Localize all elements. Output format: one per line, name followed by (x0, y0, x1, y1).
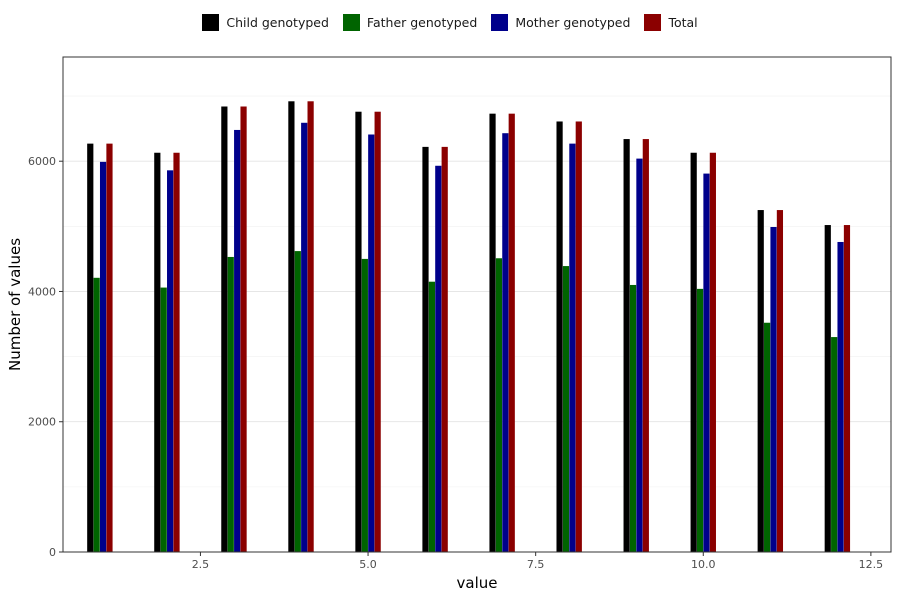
bar-father-genotyped-3 (227, 256, 234, 552)
bar-total-5 (374, 111, 381, 553)
y-tick-label: 0 (49, 546, 56, 559)
legend-swatch-father (342, 14, 360, 31)
bar-child-genotyped-7 (489, 113, 496, 552)
x-tick-label: 10.0 (691, 558, 716, 571)
bar-child-genotyped-3 (221, 106, 228, 552)
bar-father-genotyped-7 (495, 258, 503, 552)
bar-child-genotyped-9 (623, 139, 630, 552)
bar-child-genotyped-12 (824, 225, 831, 552)
bar-child-genotyped-1 (87, 143, 94, 552)
bar-father-genotyped-11 (764, 322, 771, 552)
legend-swatch-mother (491, 14, 509, 31)
bar-total-3 (240, 106, 247, 552)
bar-mother-genotyped-7 (502, 133, 509, 552)
bar-child-genotyped-10 (690, 152, 697, 553)
bar-total-6 (441, 146, 448, 552)
legend-item-child: Child genotyped (202, 14, 329, 31)
bar-father-genotyped-9 (629, 284, 637, 552)
bar-mother-genotyped-11 (770, 226, 777, 553)
bar-mother-genotyped-4 (301, 122, 308, 552)
legend-label-total: Total (668, 15, 698, 30)
legend-item-mother: Mother genotyped (491, 14, 630, 31)
bar-total-11 (776, 210, 784, 552)
bar-total-2 (173, 152, 180, 553)
legend-swatch-child (202, 14, 220, 31)
y-tick-label: 6000 (28, 155, 56, 168)
legend-label-father: Father genotyped (366, 15, 478, 30)
legend-label-mother: Mother genotyped (515, 15, 631, 30)
bar-total-12 (843, 225, 851, 552)
bar-total-9 (642, 139, 649, 552)
panel-background (63, 57, 891, 552)
bar-total-8 (575, 121, 582, 553)
bar-total-1 (106, 143, 113, 552)
bar-mother-genotyped-12 (837, 241, 844, 552)
bar-child-genotyped-2 (154, 152, 161, 553)
legend-label-child: Child genotyped (226, 15, 329, 30)
bar-total-7 (508, 113, 515, 552)
y-tick-label: 2000 (28, 416, 56, 429)
y-tick-label: 4000 (28, 285, 56, 298)
bar-father-genotyped-1 (93, 277, 100, 552)
bar-mother-genotyped-2 (167, 170, 174, 552)
bar-mother-genotyped-1 (99, 161, 107, 552)
x-tick-label: 5.0 (359, 558, 377, 571)
bar-child-genotyped-11 (757, 210, 764, 552)
y-axis-title: Number of values (6, 238, 24, 371)
x-tick-label: 12.5 (859, 558, 884, 571)
bar-father-genotyped-12 (831, 337, 838, 552)
bar-mother-genotyped-5 (368, 134, 375, 552)
x-tick-label: 7.5 (527, 558, 545, 571)
bar-father-genotyped-4 (294, 251, 301, 552)
bar-total-4 (307, 101, 314, 552)
legend: Child genotyped Father genotyped Mother … (0, 14, 900, 31)
bar-child-genotyped-4 (288, 101, 295, 552)
bar-father-genotyped-6 (428, 281, 435, 552)
legend-item-father: Father genotyped (342, 14, 478, 31)
bar-child-genotyped-8 (556, 121, 563, 553)
bar-mother-genotyped-8 (569, 143, 576, 552)
bar-mother-genotyped-10 (703, 173, 710, 553)
bar-mother-genotyped-9 (636, 158, 643, 552)
bar-mother-genotyped-3 (234, 129, 241, 552)
bar-child-genotyped-6 (422, 146, 429, 552)
bar-father-genotyped-5 (361, 258, 368, 552)
legend-item-total: Total (644, 14, 698, 31)
bar-mother-genotyped-6 (435, 165, 442, 553)
bar-father-genotyped-10 (696, 288, 704, 552)
x-axis-title: value (457, 574, 498, 592)
bar-total-10 (709, 152, 716, 553)
panel-border (62, 56, 892, 553)
x-tick-label: 2.5 (192, 558, 210, 571)
legend-swatch-total (644, 14, 662, 31)
bar-child-genotyped-5 (355, 111, 362, 553)
bar-father-genotyped-2 (160, 287, 167, 552)
bar-father-genotyped-8 (562, 266, 570, 552)
